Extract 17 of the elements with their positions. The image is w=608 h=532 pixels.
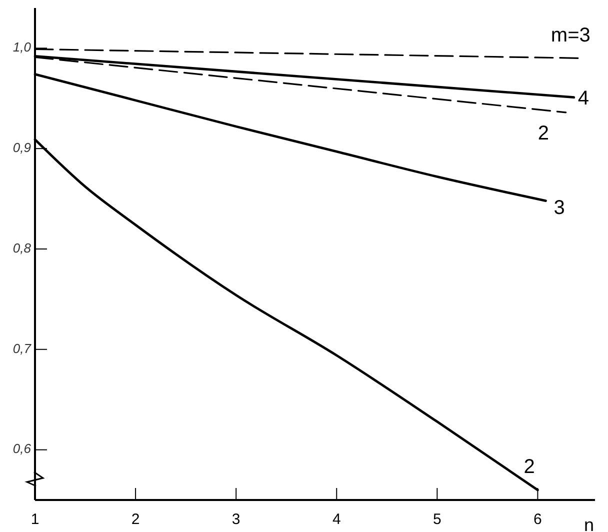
y-tick-label: 0,9 bbox=[12, 140, 31, 156]
x-tick-label: 5 bbox=[432, 510, 442, 528]
y-tick-label: 0,7 bbox=[12, 340, 32, 356]
series-label: 2 bbox=[524, 456, 535, 478]
x-tick-label: 3 bbox=[232, 510, 240, 528]
series-label: 3 bbox=[554, 197, 565, 220]
x-tick-label: 1 bbox=[30, 510, 40, 528]
series-label: 4 bbox=[578, 88, 590, 110]
x-axis-title: n bbox=[584, 514, 594, 532]
series-label: m=3 bbox=[550, 24, 590, 46]
y-tick-label: 0,8 bbox=[12, 240, 32, 256]
x-tick-label: 6 bbox=[534, 510, 542, 528]
x-tick-label: 2 bbox=[131, 510, 140, 528]
y-tick-label: 0,6 bbox=[12, 441, 32, 456]
series-label: 2 bbox=[538, 122, 549, 145]
y-tick-label: 1,0 bbox=[12, 40, 32, 55]
x-tick-label: 4 bbox=[332, 510, 341, 528]
